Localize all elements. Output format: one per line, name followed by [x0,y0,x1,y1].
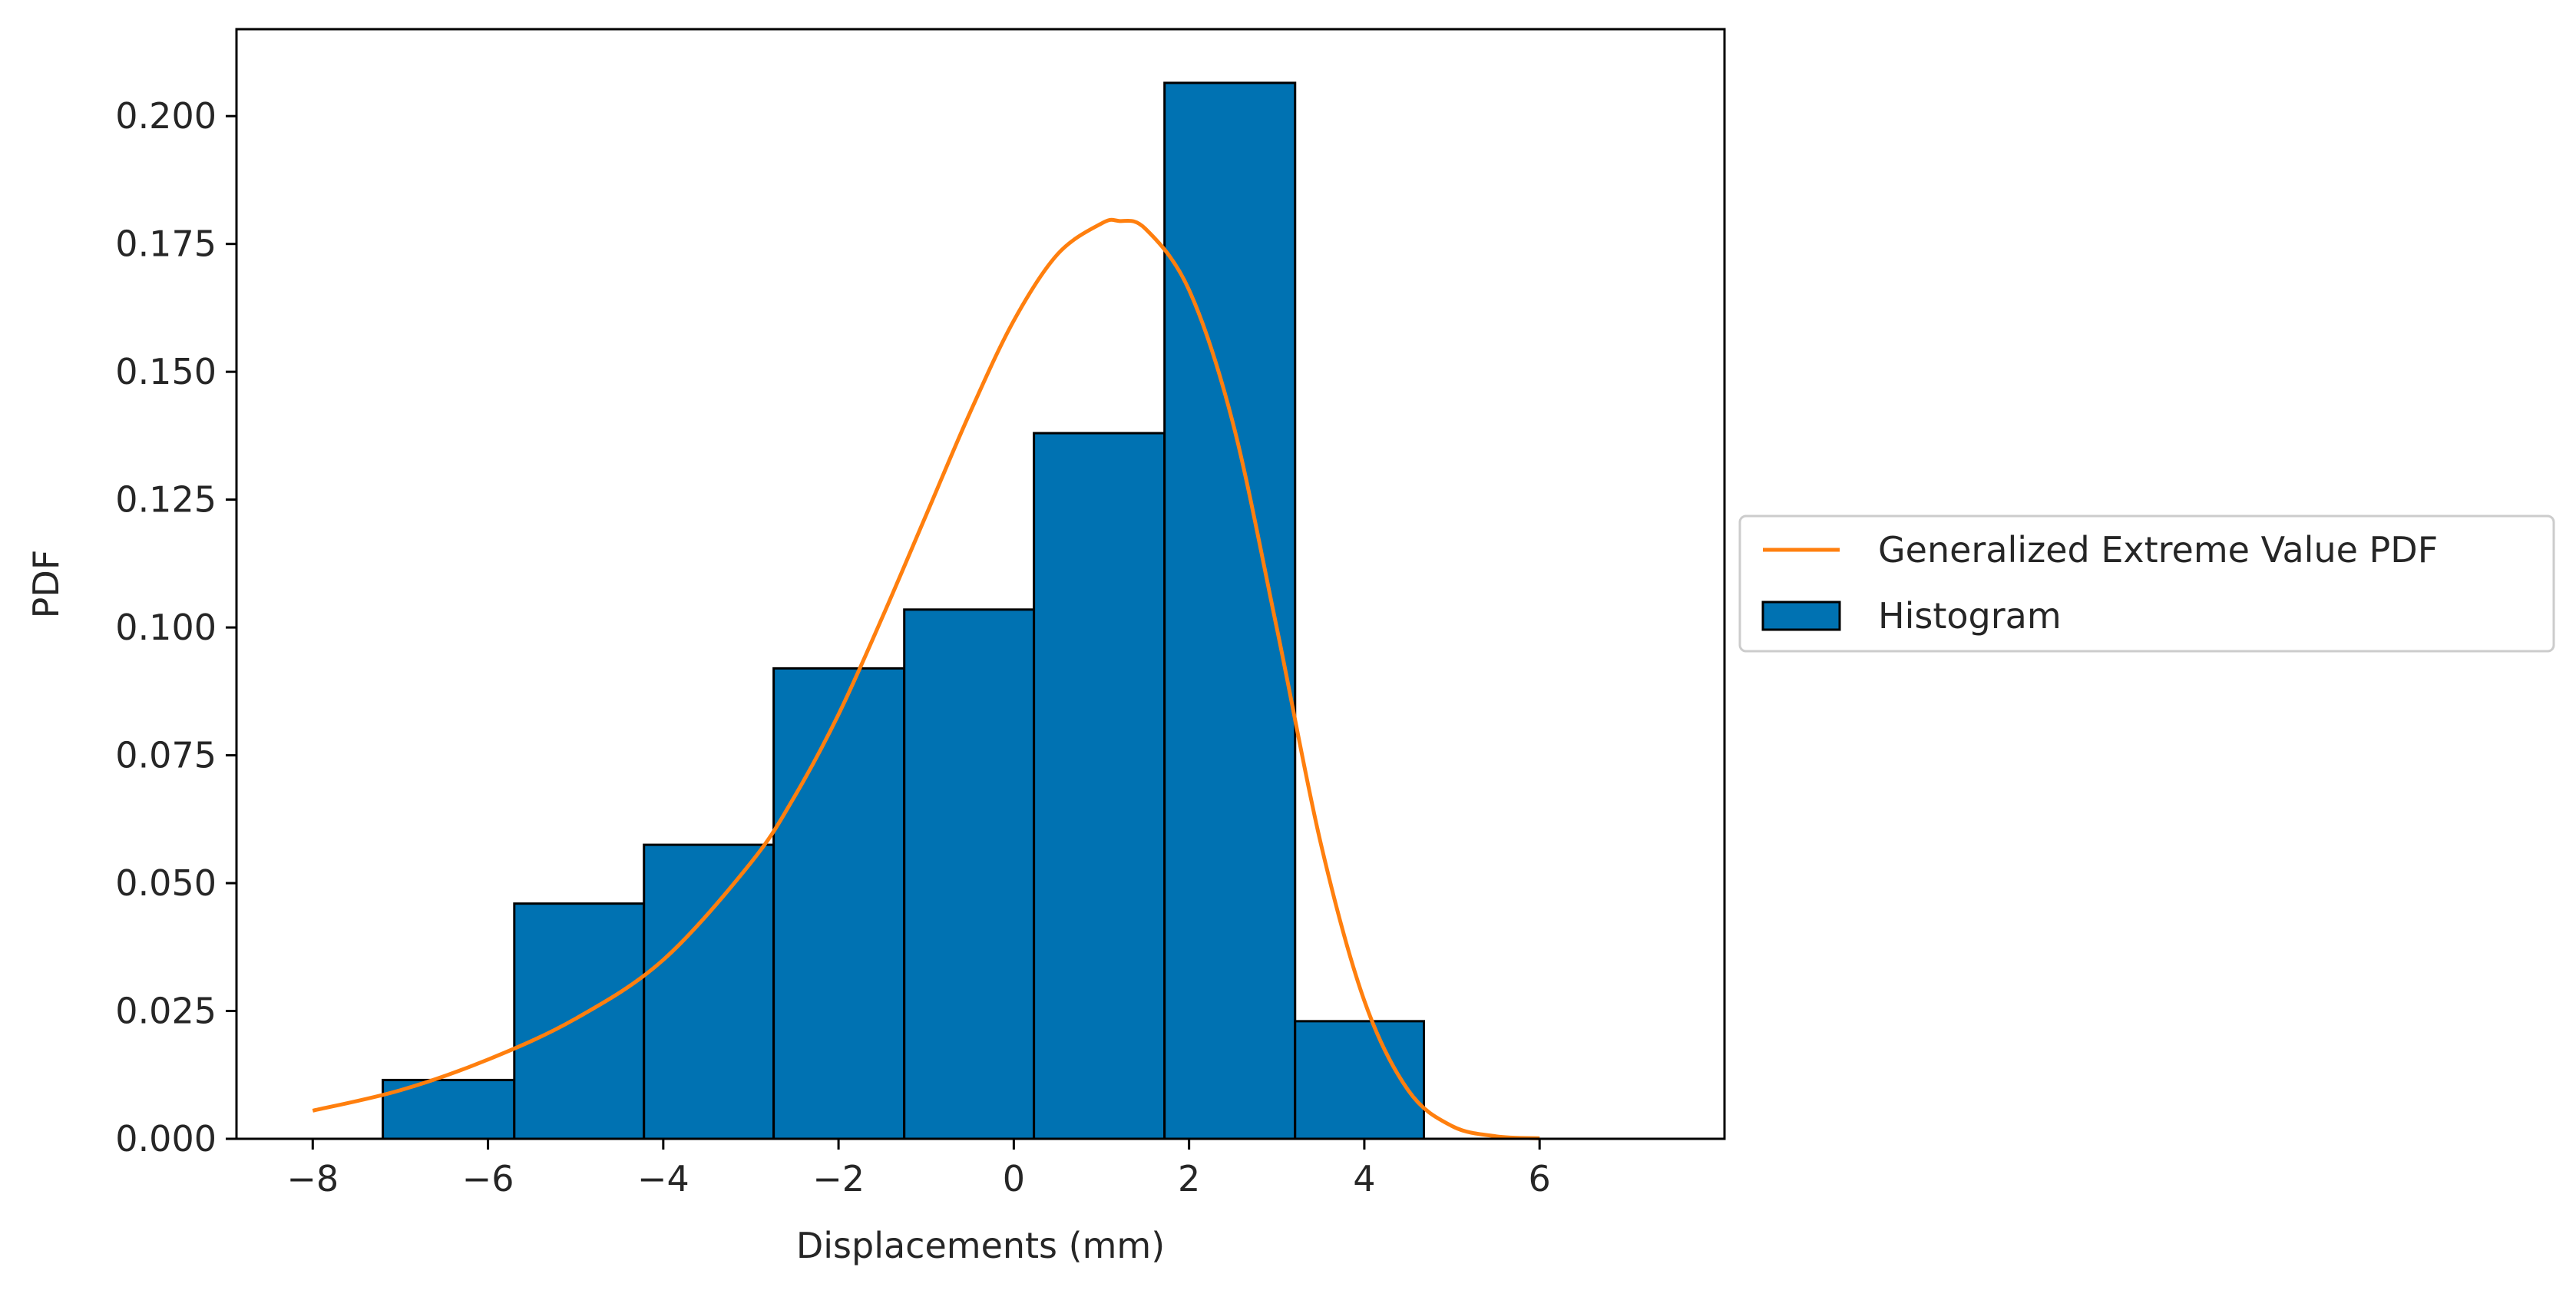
x-axis: −8 −6 −4 −2 0 2 4 6 [286,1139,1551,1199]
histogram-bar [903,608,1036,1140]
y-tick-label: 0.200 [115,95,217,137]
x-tick-label: −6 [462,1158,514,1199]
y-tick-label: 0.075 [115,735,217,776]
legend-entry-pdf: Generalized Extreme Value PDF [1878,529,2438,571]
y-tick-label: 0.025 [115,991,217,1032]
legend-patch-swatch [1761,601,1841,631]
legend-box [1738,514,2555,653]
x-axis-label: Displacements (mm) [796,1225,1165,1266]
histogram-bar [1033,432,1166,1140]
legend: Generalized Extreme Value PDF Histogram [1738,514,2555,653]
x-tick-label: 2 [1178,1158,1200,1199]
histogram-bar [513,902,646,1140]
pdf-line-layer [312,217,1540,1140]
y-tick-label: 0.100 [115,607,217,648]
plot-frame [235,28,1726,1140]
histogram-bar [772,667,906,1140]
y-tick-label: 0.000 [115,1118,217,1160]
y-axis: 0.000 0.025 0.050 0.075 0.100 0.125 0.150 0.175… [115,95,236,1160]
x-tick-label: 4 [1353,1158,1375,1199]
histogram-bar [1294,1020,1426,1140]
y-tick-label: 0.150 [115,351,217,392]
y-tick-label: 0.050 [115,862,217,904]
y-tick-label: 0.175 [115,223,217,265]
histogram-bars [382,81,1426,1140]
x-tick-label: 0 [1003,1158,1025,1199]
x-tick-label: 6 [1529,1158,1551,1199]
legend-entry-histogram: Histogram [1878,595,2062,637]
x-tick-label: −2 [812,1158,865,1199]
x-tick-label: −8 [286,1158,339,1199]
pdf-line [312,217,1540,1140]
histogram-bar [1163,81,1297,1140]
y-tick-label: 0.125 [115,479,217,521]
histogram-bar [643,843,775,1140]
y-axis-label: PDF [25,550,67,619]
x-tick-label: −4 [637,1158,689,1199]
